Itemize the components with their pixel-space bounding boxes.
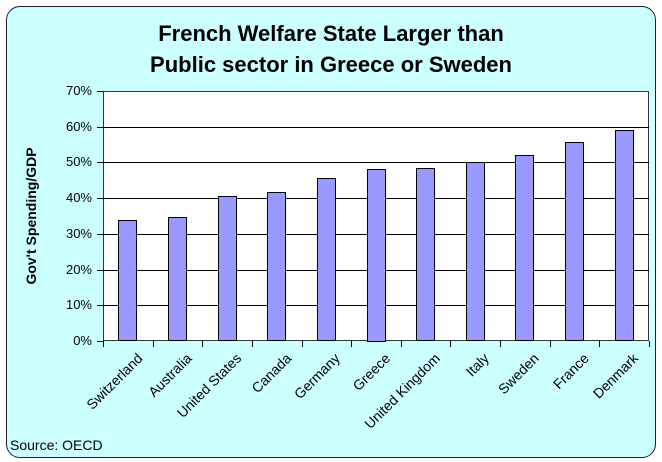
y-tick-mark <box>97 91 103 92</box>
y-tick-label: 50% <box>65 154 92 169</box>
y-tick-label: 70% <box>65 83 92 98</box>
bar-italy <box>466 162 485 341</box>
bar-australia <box>168 217 187 341</box>
y-tick-mark <box>97 305 103 306</box>
y-tick-label: 30% <box>65 226 92 241</box>
y-tick-mark <box>97 270 103 271</box>
x-tick-mark <box>649 341 650 347</box>
bar-canada <box>267 192 286 341</box>
x-tick-mark <box>252 341 253 347</box>
x-tick-mark <box>302 341 303 347</box>
x-tick-mark <box>550 341 551 347</box>
bar-germany <box>317 178 336 341</box>
chart-title: French Welfare State Larger than Public … <box>0 18 662 80</box>
y-tick-label: 40% <box>65 190 92 205</box>
y-tick-mark <box>97 162 103 163</box>
bar-greece <box>367 169 386 342</box>
x-tick-mark <box>599 341 600 347</box>
title-line-2: Public sector in Greece or Sweden <box>150 52 512 77</box>
x-tick-mark <box>351 341 352 347</box>
y-tick-label: 10% <box>65 297 92 312</box>
bar-sweden <box>515 155 534 341</box>
x-tick-mark <box>450 341 451 347</box>
bar-france <box>565 142 584 341</box>
title-line-1: French Welfare State Larger than <box>158 21 504 46</box>
x-tick-mark <box>202 341 203 347</box>
y-axis-label: Gov't Spending/GDP <box>23 147 39 285</box>
bar-united-kingdom <box>416 168 435 341</box>
y-tick-mark <box>97 234 103 235</box>
x-tick-mark <box>401 341 402 347</box>
x-tick-mark <box>500 341 501 347</box>
y-tick-label: 20% <box>65 262 92 277</box>
x-tick-mark <box>153 341 154 347</box>
x-tick-mark <box>103 341 104 347</box>
y-tick-label: 0% <box>73 333 92 348</box>
y-tick-mark <box>97 198 103 199</box>
bar-switzerland <box>118 220 137 341</box>
bar-denmark <box>615 130 634 341</box>
y-tick-mark <box>97 127 103 128</box>
gridline <box>103 127 649 128</box>
gridline <box>103 162 649 163</box>
y-tick-mark <box>97 341 103 342</box>
bar-united-states <box>218 196 237 341</box>
source-annotation: Source: OECD <box>10 437 103 453</box>
y-tick-label: 60% <box>65 119 92 134</box>
